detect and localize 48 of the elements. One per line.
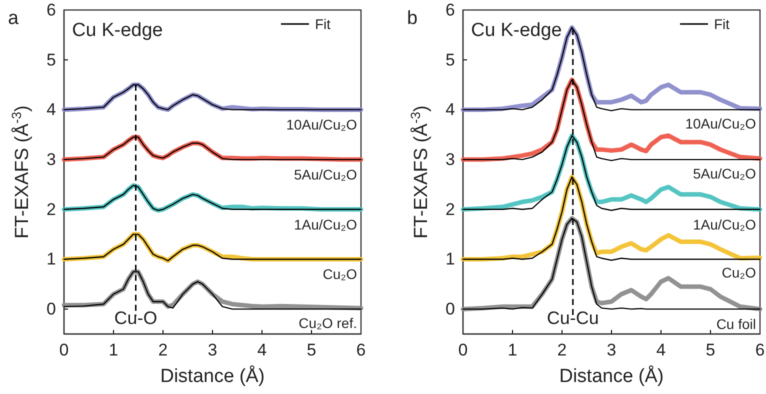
y-tick-label: 1 [445,250,455,269]
x-tick-label: 6 [356,340,366,360]
annotation: 10Au/Cu₂O [685,116,756,132]
x-tick-label: 5 [706,340,716,360]
x-axis-title: Distance (Å) [559,365,664,387]
annotation: Cu K-edge [471,20,562,41]
annotation: Cu-O [114,308,158,328]
x-tick-label: 4 [656,340,666,360]
y-tick-label: 6 [46,0,56,20]
y-tick-label: 3 [46,150,56,169]
annotation: Cu₂O [322,266,358,282]
y-tick-label: 2 [46,200,56,219]
x-tick-label: 3 [208,340,218,360]
annotation: 1Au/Cu₂O [294,216,358,232]
x-tick-label: 2 [158,340,168,360]
x-tick-label: 4 [257,340,267,360]
annotation: Cu-Cu [546,308,599,328]
x-tick-label: 1 [508,340,518,360]
y-tick-label: 3 [445,150,455,169]
annotation: 5Au/Cu₂O [294,166,358,183]
x-axis-title: Distance (Å) [160,365,265,387]
annotation: 5Au/Cu₂O [692,166,756,182]
y-tick-label: 4 [46,100,56,120]
chart-title: b [407,8,418,29]
annotation: Cu₂O [722,264,756,281]
y-tick-label: 2 [445,200,455,219]
y-tick-label: 0 [46,300,56,319]
y-tick-label: 4 [445,100,455,120]
annotation: Cu foil [716,316,756,332]
y-tick-label: 5 [46,50,56,70]
chart-title: a [8,8,19,29]
y-tick-label: 0 [445,300,455,319]
annotation: 10Au/Cu₂O [286,116,358,133]
annotation: 1Au/Cu₂O [692,216,756,232]
x-tick-label: 2 [557,340,567,360]
x-tick-label: 1 [108,340,118,360]
x-tick-label: 0 [59,340,69,360]
annotation: Cu K-edge [72,20,163,41]
y-tick-label: 6 [445,0,455,20]
x-tick-label: 6 [755,340,765,360]
annotation: Cu₂O ref. [298,315,357,332]
legend-label: Fit [714,16,730,32]
x-tick-label: 3 [606,340,616,360]
y-tick-label: 5 [445,50,455,70]
y-tick-label: 1 [46,250,56,269]
x-tick-label: 0 [458,340,468,360]
x-tick-label: 5 [306,340,316,360]
legend-label: Fit [315,16,331,32]
